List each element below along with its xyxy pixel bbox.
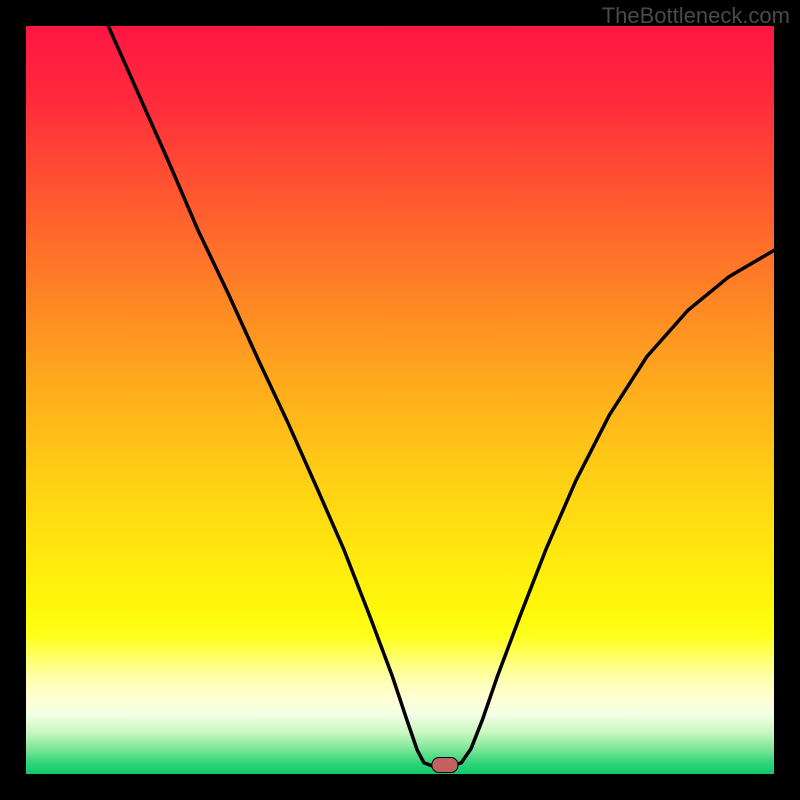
optimum-marker xyxy=(432,758,458,773)
chart-svg xyxy=(0,0,800,800)
plot-gradient xyxy=(26,26,774,774)
watermark-text: TheBottleneck.com xyxy=(602,3,790,29)
chart-container: TheBottleneck.com xyxy=(0,0,800,800)
